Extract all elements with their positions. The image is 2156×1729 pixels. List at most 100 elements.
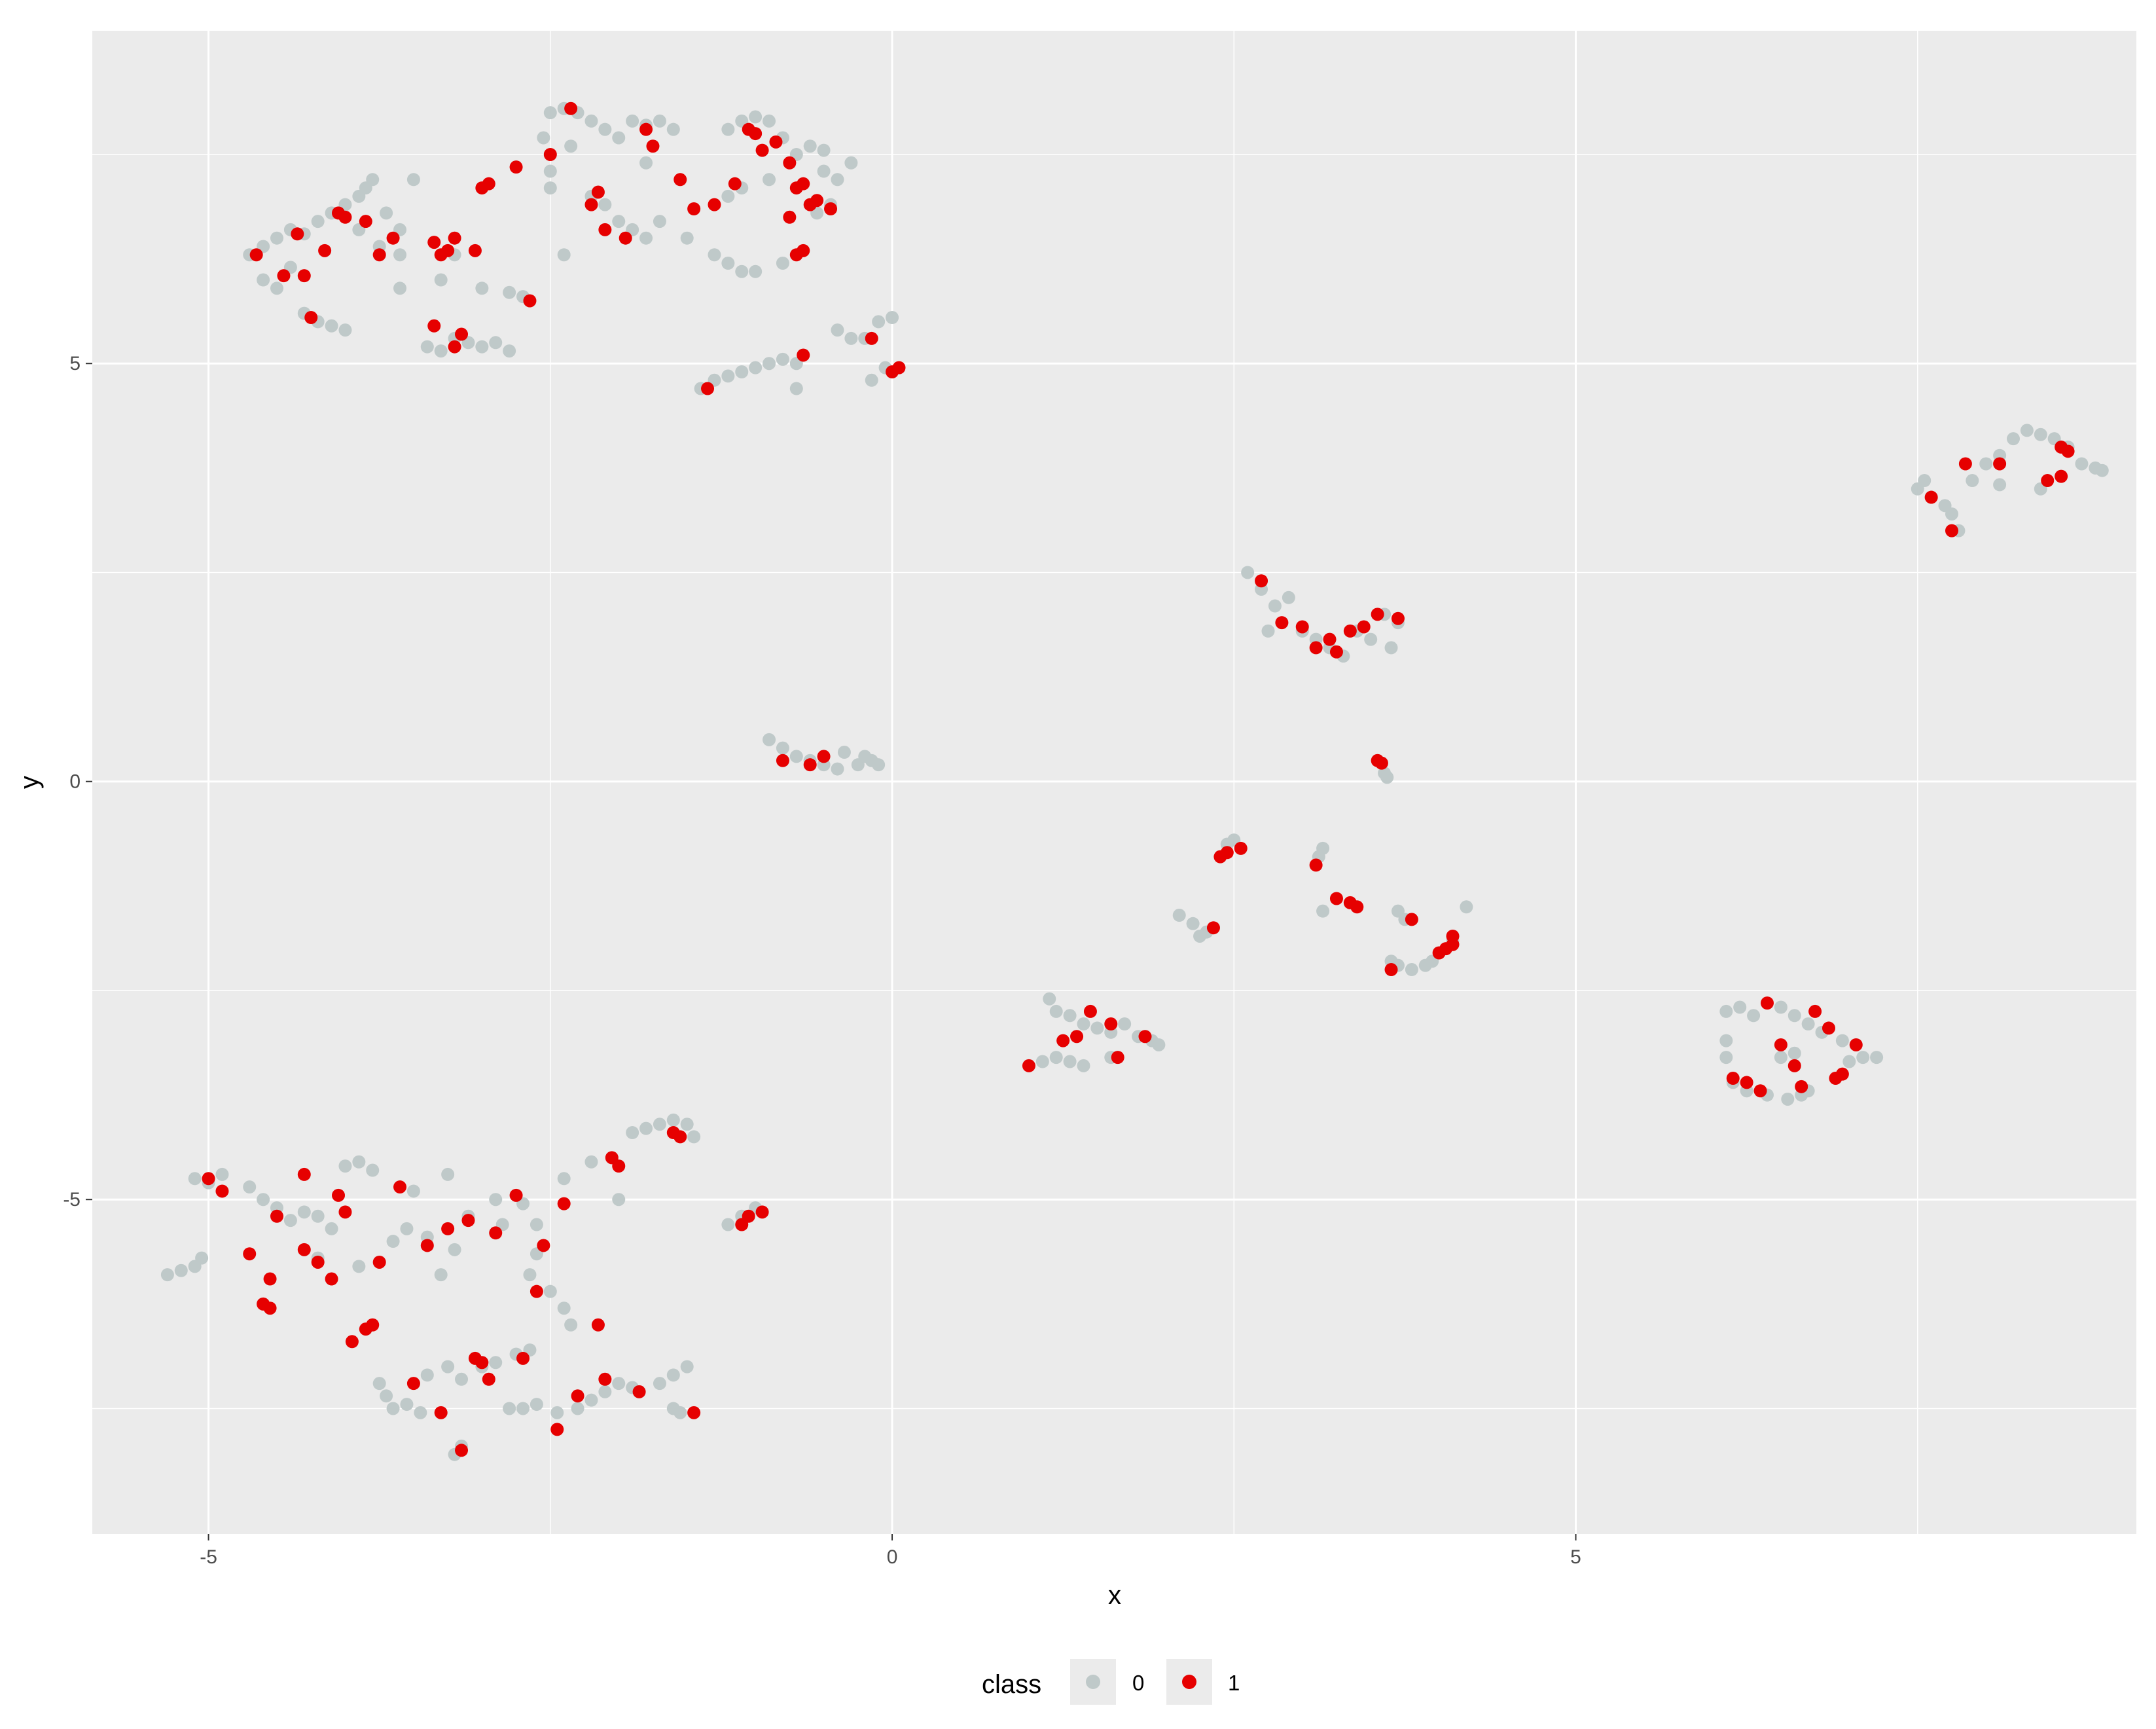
point-class-0 <box>612 1193 626 1207</box>
point-class-0 <box>420 1368 434 1382</box>
point-class-0 <box>721 1218 735 1231</box>
point-class-0 <box>872 758 886 772</box>
point-class-1 <box>516 1351 530 1365</box>
point-class-1 <box>311 1255 325 1269</box>
point-class-1 <box>1220 846 1234 860</box>
point-class-1 <box>598 1372 612 1386</box>
point-class-0 <box>626 114 639 128</box>
point-class-0 <box>400 1222 414 1235</box>
point-class-0 <box>195 1251 209 1265</box>
point-class-0 <box>420 340 434 354</box>
point-class-1 <box>270 1209 284 1223</box>
point-class-0 <box>598 198 612 211</box>
point-class-1 <box>393 1180 407 1194</box>
point-class-1 <box>1945 524 1958 537</box>
point-class-1 <box>420 1239 434 1252</box>
point-class-0 <box>530 1398 543 1411</box>
point-class-1 <box>1255 574 1268 588</box>
point-class-1 <box>318 244 332 257</box>
point-class-0 <box>243 1180 257 1194</box>
point-class-1 <box>1350 900 1364 914</box>
point-class-0 <box>311 215 325 228</box>
point-class-0 <box>557 248 571 262</box>
point-class-0 <box>776 352 789 366</box>
point-class-1 <box>537 1239 550 1252</box>
point-class-1 <box>1275 616 1289 630</box>
point-class-0 <box>776 256 789 270</box>
legend-label-0: 0 <box>1132 1671 1144 1695</box>
point-class-1 <box>1795 1080 1808 1093</box>
point-class-1 <box>865 331 878 345</box>
point-class-1 <box>1726 1072 1740 1085</box>
point-class-1 <box>817 750 831 763</box>
point-class-1 <box>441 244 455 257</box>
point-class-0 <box>434 273 448 287</box>
point-class-1 <box>1329 645 1343 659</box>
point-class-1 <box>1234 841 1248 855</box>
point-class-1 <box>359 215 372 228</box>
point-class-1 <box>509 1188 523 1202</box>
point-class-0 <box>311 1209 325 1223</box>
point-class-0 <box>1268 599 1282 613</box>
point-class-1 <box>1357 620 1371 634</box>
point-class-1 <box>427 319 441 333</box>
point-class-0 <box>680 231 694 245</box>
point-class-1 <box>1753 1084 1767 1098</box>
point-class-1 <box>550 1423 564 1436</box>
point-class-1 <box>530 1284 543 1298</box>
point-class-0 <box>626 1126 639 1140</box>
point-class-0 <box>763 173 776 187</box>
point-class-0 <box>598 122 612 136</box>
point-class-0 <box>776 741 789 755</box>
point-class-0 <box>1077 1017 1090 1031</box>
point-class-1 <box>523 294 537 308</box>
point-class-0 <box>708 248 721 262</box>
point-class-0 <box>1049 1051 1063 1065</box>
point-class-0 <box>721 189 735 203</box>
point-class-0 <box>789 750 803 763</box>
x-tick-label: 0 <box>887 1546 898 1568</box>
point-class-0 <box>1719 1034 1733 1047</box>
point-class-1 <box>1760 996 1774 1010</box>
point-class-0 <box>844 331 858 345</box>
point-class-0 <box>865 373 878 387</box>
legend-label-1: 1 <box>1228 1671 1240 1695</box>
point-class-1 <box>482 1372 495 1386</box>
data-points <box>160 101 2109 1461</box>
point-class-1 <box>475 1356 489 1370</box>
point-class-0 <box>325 1222 338 1235</box>
point-class-1 <box>776 754 789 767</box>
point-class-0 <box>639 1121 653 1135</box>
point-class-1 <box>338 210 352 224</box>
point-class-0 <box>763 357 776 371</box>
point-class-0 <box>1918 474 1931 488</box>
point-class-1 <box>325 1272 338 1286</box>
point-class-1 <box>263 1301 277 1315</box>
point-class-0 <box>1945 507 1958 521</box>
point-class-0 <box>530 1218 543 1231</box>
point-class-1 <box>1405 913 1418 926</box>
point-class-0 <box>584 114 598 128</box>
point-class-1 <box>1070 1030 1084 1044</box>
point-class-0 <box>1193 929 1207 943</box>
point-class-0 <box>817 164 831 178</box>
point-class-0 <box>338 1159 352 1173</box>
point-class-0 <box>366 1163 380 1177</box>
point-class-1 <box>2055 469 2068 483</box>
point-class-0 <box>366 173 380 187</box>
point-class-0 <box>475 282 489 295</box>
point-class-0 <box>1993 478 2007 492</box>
point-class-1 <box>619 231 632 245</box>
point-class-0 <box>557 1301 571 1315</box>
point-class-0 <box>1835 1034 1849 1047</box>
point-class-0 <box>666 1368 680 1382</box>
point-class-0 <box>653 215 666 228</box>
point-class-1 <box>1206 921 1220 935</box>
point-class-1 <box>1323 632 1337 646</box>
point-class-1 <box>202 1172 215 1186</box>
point-class-1 <box>584 198 598 211</box>
point-class-0 <box>749 361 763 374</box>
point-class-0 <box>817 143 831 157</box>
point-class-1 <box>509 160 523 174</box>
